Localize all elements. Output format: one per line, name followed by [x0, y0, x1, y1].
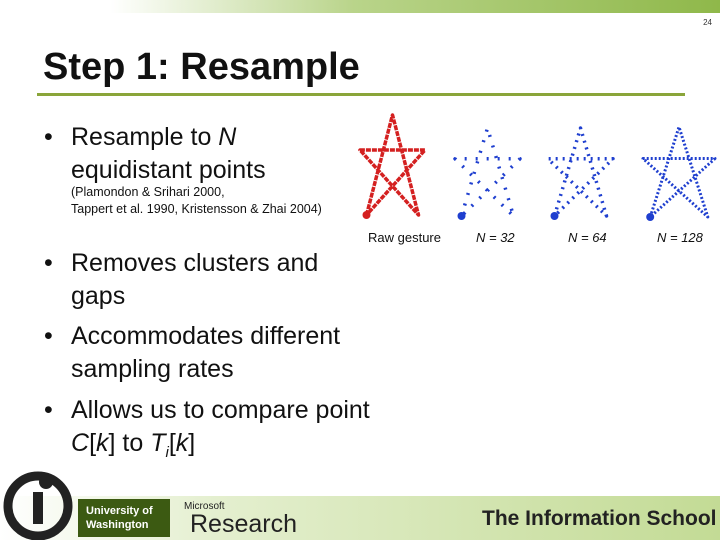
text: ] to — [108, 429, 151, 457]
uw-logo — [3, 471, 73, 540]
page-number: 24 — [703, 18, 712, 27]
start-point — [646, 213, 655, 221]
bullet-dot: • — [44, 322, 53, 350]
text: [ — [168, 429, 176, 457]
start-point — [550, 212, 559, 220]
bullet-dot: • — [44, 396, 53, 424]
research: Research — [190, 510, 297, 538]
star-gesture — [546, 126, 615, 218]
text: Accommodates different sampling rates — [71, 322, 341, 383]
logo-ring — [3, 471, 73, 540]
university-box: University of Washington — [78, 499, 170, 537]
text: Allows us to compare point — [71, 396, 370, 424]
text: T — [150, 429, 166, 457]
star-gesture — [453, 126, 522, 218]
top-bar — [110, 0, 720, 13]
text: k — [96, 429, 109, 457]
star-gesture — [641, 125, 717, 219]
text: [ — [89, 429, 97, 457]
title-rule — [37, 93, 685, 96]
start-point — [457, 212, 466, 220]
microsoft: Microsoft — [184, 501, 225, 512]
logo-dot — [39, 475, 53, 489]
text: Resample to — [71, 123, 219, 151]
citation-line: Tappert et al. 1990, Kristensson & Zhai … — [71, 202, 322, 216]
slide-title: Step 1: Resample — [43, 46, 360, 88]
school-name: The Information School — [482, 507, 717, 530]
bullet: • Allows us to compare point C[k] to Ti[… — [44, 394, 374, 469]
bullet: • Removes clusters and gaps — [44, 247, 374, 313]
bullet-dot: • — [44, 123, 53, 151]
caption: Raw gesture — [368, 230, 441, 245]
star-gesture — [358, 113, 427, 217]
text: equidistant points — [71, 156, 266, 184]
logo-bar — [33, 492, 43, 524]
university-line: University of — [86, 505, 153, 517]
bullet-dot: • — [44, 249, 53, 277]
bullet: • Accommodates different sampling rates — [44, 320, 384, 386]
text: ] — [188, 429, 196, 457]
text: C — [71, 429, 90, 457]
bullet: • Resample to N equidistant points — [44, 121, 344, 187]
text: N — [218, 123, 237, 151]
caption: N = 128 — [657, 230, 703, 245]
text: i — [165, 444, 169, 461]
start-point — [362, 211, 371, 219]
university-line: Washington — [86, 519, 149, 531]
caption: N = 32 — [476, 230, 515, 245]
text: Removes clusters and gaps — [71, 249, 319, 310]
citation-line: (Plamondon & Srihari 2000, — [71, 185, 225, 199]
caption: N = 64 — [568, 230, 607, 245]
citation: (Plamondon & Srihari 2000, Tappert et al… — [71, 184, 322, 218]
text: k — [175, 429, 189, 457]
